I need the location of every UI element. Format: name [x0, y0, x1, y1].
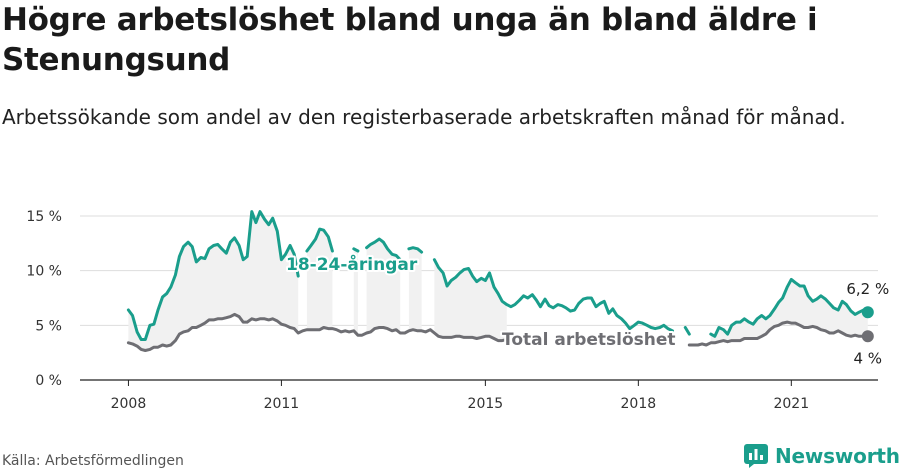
x-tick-label: 2021: [773, 396, 809, 412]
youth-series-line: [709, 277, 870, 338]
y-tick-label: 15 %: [26, 209, 62, 225]
series-lines: [126, 210, 870, 352]
y-axis: 0 % 5 % 10 % 15 %: [26, 209, 62, 389]
total-end-label: 4 %: [854, 349, 883, 367]
youth-series-line: [305, 227, 334, 253]
youth-end-label: 6,2 %: [846, 280, 889, 298]
y-tick-label: 5 %: [35, 318, 62, 334]
chart-title: Högre arbetslöshet bland unga än bland ä…: [2, 2, 818, 78]
x-axis: 2008 2011 2015 2018 2021: [80, 379, 878, 412]
x-tick-label: 2008: [111, 396, 147, 412]
x-tick-label: 2018: [621, 396, 657, 412]
youth-series-line: [407, 246, 424, 254]
youth-series-line: [432, 258, 674, 333]
youth-series-label: 18-24-åringar: [286, 253, 418, 275]
newsworthy-logo-icon: [744, 444, 768, 468]
y-tick-label: 0 %: [35, 373, 62, 389]
total-series-label: Total arbetslöshet: [502, 330, 676, 350]
youth-series-line: [365, 237, 402, 262]
gap-area-fill: [128, 211, 299, 351]
brand-name: Newsworthy: [775, 444, 900, 468]
total-series-line: [126, 312, 509, 352]
total-series-line: [687, 320, 870, 347]
total-end-marker: [861, 330, 874, 343]
gap-area-fill: [306, 229, 333, 330]
newsworthy-brand: Newsworthy: [744, 441, 900, 471]
youth-series-line: [126, 210, 300, 341]
gap-area-fill: [353, 248, 358, 336]
gap-area-fill: [710, 279, 868, 343]
gap-area: [128, 211, 868, 351]
gap-area-fill: [408, 247, 422, 331]
y-tick-label: 10 %: [26, 264, 62, 280]
x-tick-label: 2015: [468, 396, 504, 412]
x-tick-label: 2011: [264, 396, 300, 412]
chart-subtitle: Arbetssökande som andel av den registerb…: [2, 105, 846, 129]
source-note: Källa: Arbetsförmedlingen: [2, 453, 184, 469]
youth-series-line: [352, 247, 360, 253]
youth-end-marker: [861, 306, 874, 319]
series-labels: 6,2 % 4 % 18-24-åringar Total arbetslöshet: [284, 251, 889, 367]
youth-series-line: [683, 326, 691, 336]
gap-area-fill: [366, 239, 401, 333]
